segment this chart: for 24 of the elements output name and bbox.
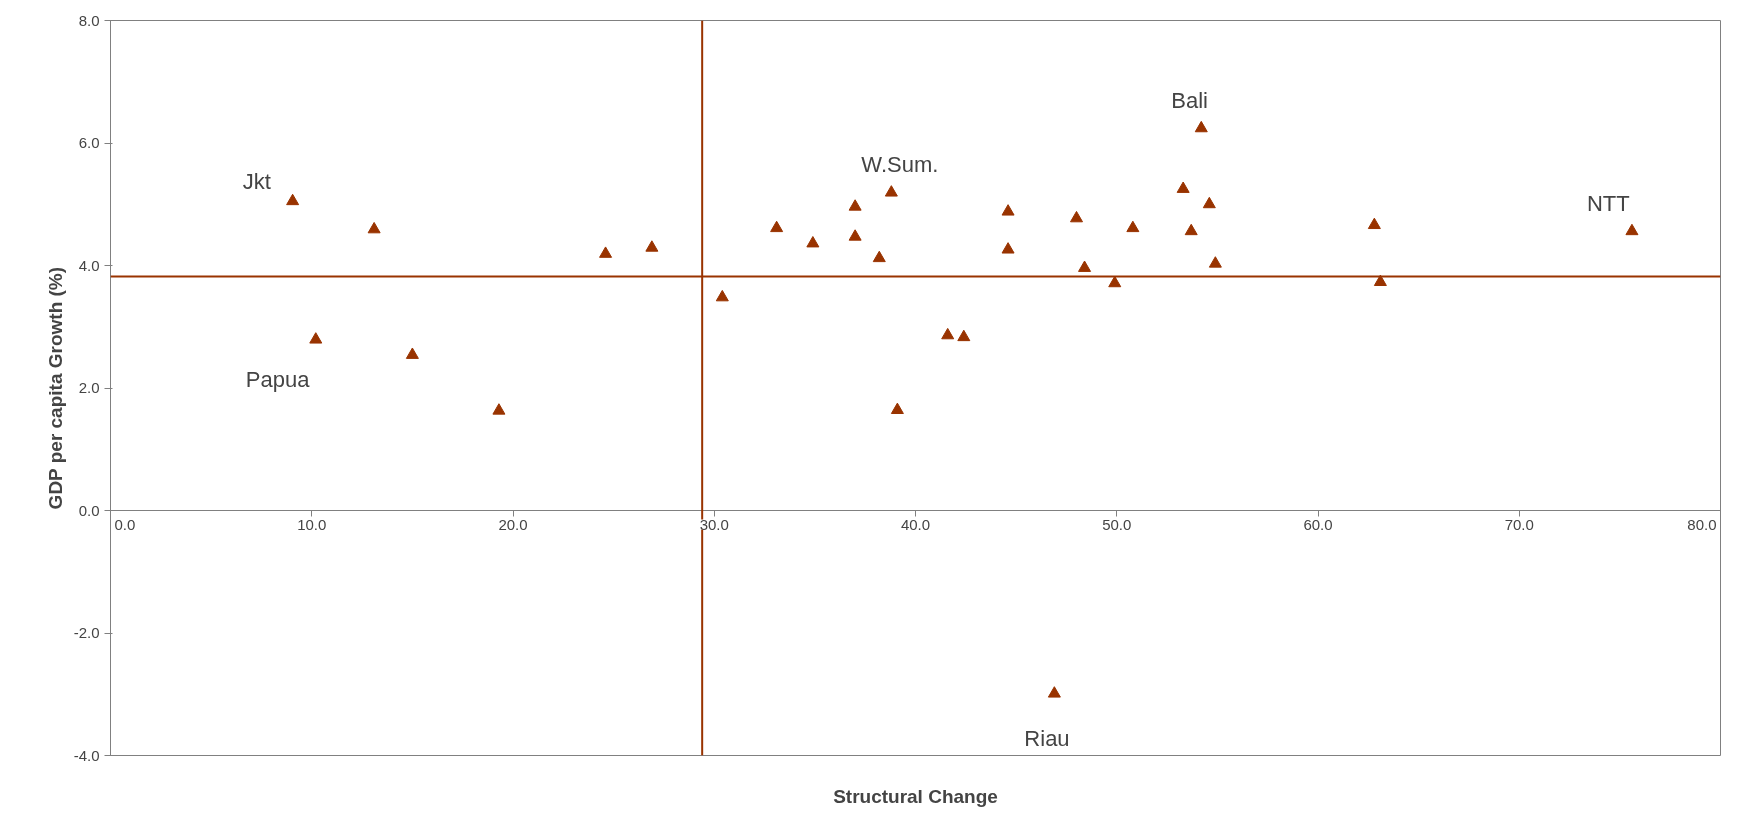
y-tick-label: 0.0 (78, 501, 100, 519)
annotation: Papua (245, 367, 311, 393)
annotation: W.Sum. (861, 152, 939, 178)
annotation: Bali (1171, 87, 1208, 113)
annotation: Jkt (242, 168, 271, 194)
y-tick-label: 2.0 (78, 379, 100, 396)
x-tick-label: 30.0 (699, 515, 729, 533)
x-tick-label: 50.0 (1102, 515, 1132, 533)
annotation: NTT (1586, 190, 1630, 216)
x-tick-label: 10.0 (297, 515, 327, 533)
x-tick-label: 80.0 (1687, 515, 1717, 533)
y-tick-label: 6.0 (78, 134, 100, 151)
y-tick-label: 8.0 (78, 11, 100, 29)
x-axis-title: Structural Change (833, 785, 998, 807)
x-tick-label: 0.0 (114, 515, 136, 533)
x-tick-label: 70.0 (1504, 515, 1534, 533)
x-tick-label: 20.0 (498, 515, 528, 533)
annotation: Riau (1024, 726, 1070, 752)
y-axis-title: GDP per capita Growth (%) (44, 266, 66, 510)
x-tick-label: 60.0 (1303, 515, 1333, 533)
y-tick-label: -2.0 (73, 624, 100, 641)
y-tick-label: -4.0 (73, 746, 100, 764)
x-tick-label: 40.0 (900, 515, 931, 533)
y-tick-label: 4.0 (78, 256, 100, 274)
